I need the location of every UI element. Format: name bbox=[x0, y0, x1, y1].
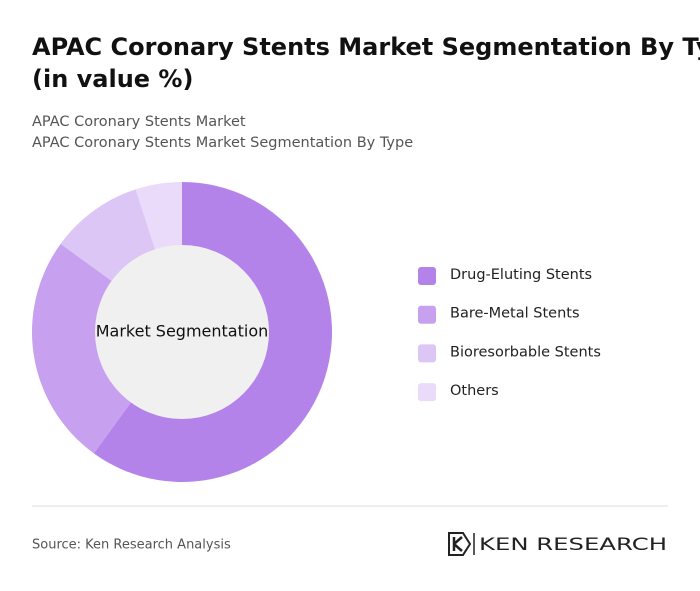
chart-title: APAC Coronary Stents Market Segmentation… bbox=[32, 33, 700, 93]
legend-label: Bare-Metal Stents bbox=[450, 306, 580, 322]
logo-icon bbox=[448, 532, 472, 556]
legend-label: Bioresorbable Stents bbox=[450, 344, 601, 360]
legend-swatch bbox=[418, 383, 436, 402]
logo: KEN RESEARCH bbox=[448, 532, 667, 556]
legend-label: Drug-Eluting Stents bbox=[450, 267, 592, 283]
subtitle: APAC Coronary Stents Market Segmentation… bbox=[32, 135, 413, 151]
center-label: Market Segmentation bbox=[96, 322, 269, 341]
donut-hole bbox=[95, 245, 269, 419]
subtitle: APAC Coronary Stents Market bbox=[32, 114, 246, 130]
legend-swatch bbox=[418, 305, 436, 324]
source: Source: Ken Research Analysis bbox=[32, 538, 231, 553]
logo-icon bbox=[452, 536, 463, 552]
legend-label: Others bbox=[450, 383, 499, 399]
legend-swatch bbox=[418, 267, 436, 285]
legend: Drug-Eluting Stents Bare-Metal Stents Bior… bbox=[418, 267, 601, 402]
logo-text: KEN RESEARCH bbox=[479, 535, 667, 555]
legend-swatch bbox=[418, 344, 436, 363]
